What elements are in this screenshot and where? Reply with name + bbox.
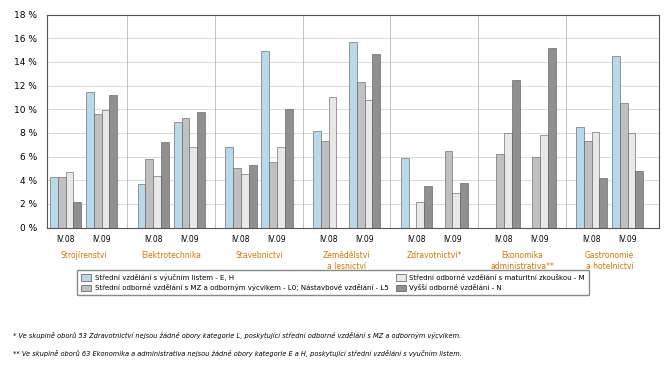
Text: Stavebnictví: Stavebnictví — [235, 251, 283, 261]
Bar — [372, 54, 380, 228]
Bar — [452, 193, 460, 228]
Bar — [233, 168, 241, 228]
Bar — [109, 95, 117, 228]
Bar — [548, 48, 555, 228]
Bar — [58, 177, 66, 228]
Bar — [599, 178, 607, 228]
Bar — [269, 163, 277, 228]
Text: Elektrotechnika: Elektrotechnika — [141, 251, 201, 261]
Bar — [496, 154, 504, 228]
Bar — [444, 151, 452, 228]
Bar — [189, 147, 197, 228]
Text: Strojírenství: Strojírenství — [61, 251, 107, 261]
Text: Zdravotnictví*: Zdravotnictví* — [407, 251, 462, 261]
Bar — [197, 112, 205, 228]
Bar — [401, 158, 408, 228]
Bar — [365, 100, 372, 228]
Bar — [576, 127, 584, 228]
Bar — [102, 110, 109, 228]
Bar — [504, 133, 511, 228]
Bar — [285, 109, 292, 228]
Text: Gastronomie
a hotelnictví: Gastronomie a hotelnictví — [585, 251, 634, 271]
Text: Zemědělství
a lesnictví: Zemědělství a lesnictví — [323, 251, 370, 271]
Text: Ekonomika
administrativa**: Ekonomika administrativa** — [490, 251, 554, 271]
Text: * Ve skupině oborů 53 Zdravotnictví nejsou žádné obory kategorie L, poskytující : * Ve skupině oborů 53 Zdravotnictví nejs… — [13, 332, 462, 339]
Bar — [460, 183, 468, 228]
Bar — [262, 51, 269, 228]
Bar — [416, 201, 424, 228]
Bar — [86, 91, 94, 228]
Bar — [532, 157, 540, 228]
Bar — [248, 165, 256, 228]
Bar — [627, 133, 635, 228]
Bar — [145, 159, 153, 228]
Bar — [66, 172, 73, 228]
Bar — [182, 117, 189, 228]
Bar — [138, 184, 145, 228]
Text: ** Ve skupině oborů 63 Ekonomika a administrativa nejsou žádné obory kategorie E: ** Ve skupině oborů 63 Ekonomika a admin… — [13, 350, 462, 357]
Bar — [620, 103, 627, 228]
Bar — [635, 171, 643, 228]
Bar — [540, 135, 548, 228]
Bar — [424, 186, 432, 228]
Bar — [241, 174, 248, 228]
Bar — [153, 175, 161, 228]
Bar — [328, 98, 336, 228]
Bar — [50, 177, 58, 228]
Bar — [225, 147, 233, 228]
Bar — [313, 131, 321, 228]
Bar — [357, 82, 365, 228]
Bar — [94, 114, 102, 228]
Bar — [612, 56, 620, 228]
Bar — [174, 122, 182, 228]
Bar — [277, 147, 285, 228]
Legend: Střední vzdělání s výučním listem - E, H, Střední odborné vzdělání s MZ a odborn: Střední vzdělání s výučním listem - E, H… — [77, 270, 589, 295]
Bar — [591, 132, 599, 228]
Bar — [161, 142, 169, 228]
Bar — [73, 201, 81, 228]
Bar — [321, 141, 328, 228]
Bar — [584, 141, 591, 228]
Bar — [349, 42, 357, 228]
Bar — [511, 80, 519, 228]
